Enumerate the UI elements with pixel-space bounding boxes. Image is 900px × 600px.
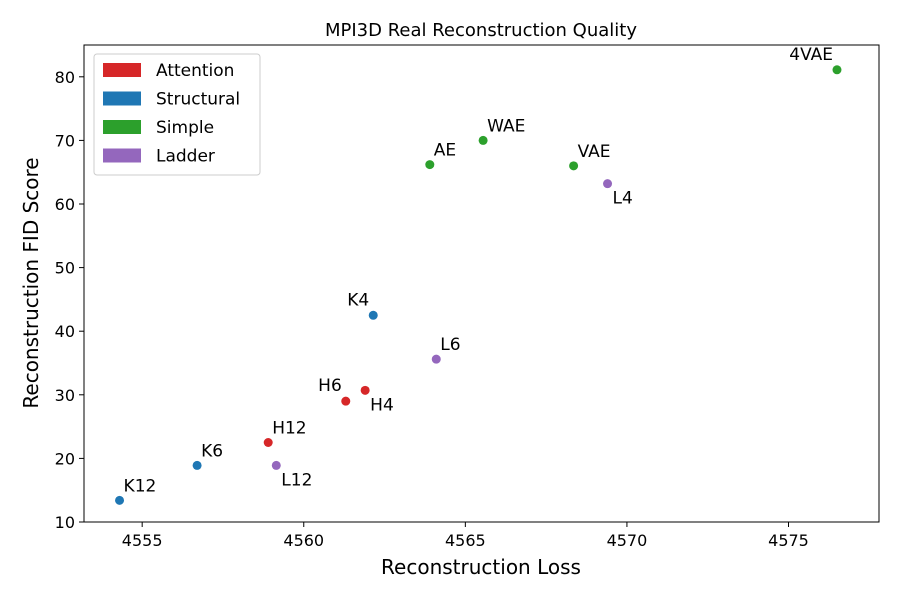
x-tick-label: 4555 bbox=[122, 531, 163, 550]
y-tick-label: 20 bbox=[55, 449, 75, 468]
legend-box bbox=[93, 53, 261, 176]
data-point-k4 bbox=[368, 310, 378, 320]
data-point-k6 bbox=[192, 460, 202, 470]
data-point-4vae bbox=[832, 65, 842, 75]
y-axis-label: Reconstruction FID Score bbox=[19, 157, 43, 408]
chart-legend: Attention Structural Simple Ladder bbox=[93, 53, 261, 176]
point-label: K12 bbox=[124, 476, 157, 496]
legend-label: Simple bbox=[156, 118, 214, 138]
x-tick-label: 4565 bbox=[445, 531, 486, 550]
data-point-h6 bbox=[341, 396, 351, 406]
point-label: L12 bbox=[281, 470, 312, 490]
data-point-l4 bbox=[603, 179, 613, 189]
legend-swatch-simple bbox=[103, 120, 141, 134]
legend-label: Attention bbox=[156, 61, 234, 81]
point-label: K6 bbox=[201, 441, 223, 461]
point-label: WAE bbox=[487, 116, 525, 136]
data-point-ae bbox=[425, 160, 435, 170]
point-label: VAE bbox=[578, 142, 611, 162]
legend-swatch-attention bbox=[103, 63, 141, 77]
x-axis-ticks: 4555 4560 4565 4570 4575 bbox=[122, 522, 809, 550]
y-tick-label: 30 bbox=[55, 386, 75, 405]
data-point-l12 bbox=[271, 460, 281, 470]
y-tick-label: 50 bbox=[55, 259, 75, 278]
point-label: H6 bbox=[318, 376, 342, 396]
point-label: H4 bbox=[370, 395, 394, 415]
x-tick-label: 4570 bbox=[607, 531, 648, 550]
point-label: K4 bbox=[347, 290, 369, 310]
data-point-vae bbox=[569, 161, 579, 171]
data-points: 4VAE WAE AE VAE L4 K4 L6 H6 H4 H12 K6 L12 K12 bbox=[115, 45, 842, 505]
point-label: L6 bbox=[440, 335, 460, 355]
data-point-wae bbox=[478, 135, 488, 145]
y-tick-label: 80 bbox=[55, 68, 75, 87]
point-label: L4 bbox=[613, 189, 633, 209]
data-point-h12 bbox=[263, 438, 273, 447]
data-point-k12 bbox=[115, 495, 125, 505]
point-label: 4VAE bbox=[789, 45, 833, 65]
plot-area-frame bbox=[83, 44, 880, 523]
y-axis-ticks: 10 20 30 40 50 60 70 80 bbox=[55, 68, 84, 532]
data-point-h4 bbox=[360, 385, 370, 395]
x-axis-label: Reconstruction Loss bbox=[381, 555, 581, 579]
data-point-l6 bbox=[431, 354, 441, 364]
legend-swatch-structural bbox=[103, 91, 141, 106]
legend-swatch-ladder bbox=[103, 148, 141, 163]
x-tick-label: 4560 bbox=[283, 531, 324, 550]
y-tick-label: 40 bbox=[55, 322, 75, 341]
point-label: AE bbox=[434, 141, 456, 161]
x-tick-label: 4575 bbox=[768, 531, 809, 550]
y-tick-label: 10 bbox=[55, 513, 75, 532]
legend-label: Ladder bbox=[156, 147, 215, 167]
legend-label: Structural bbox=[156, 90, 240, 110]
y-tick-label: 70 bbox=[55, 131, 75, 150]
point-label: H12 bbox=[272, 419, 306, 439]
chart-title: MPI3D Real Reconstruction Quality bbox=[325, 20, 637, 41]
y-tick-label: 60 bbox=[55, 195, 75, 214]
